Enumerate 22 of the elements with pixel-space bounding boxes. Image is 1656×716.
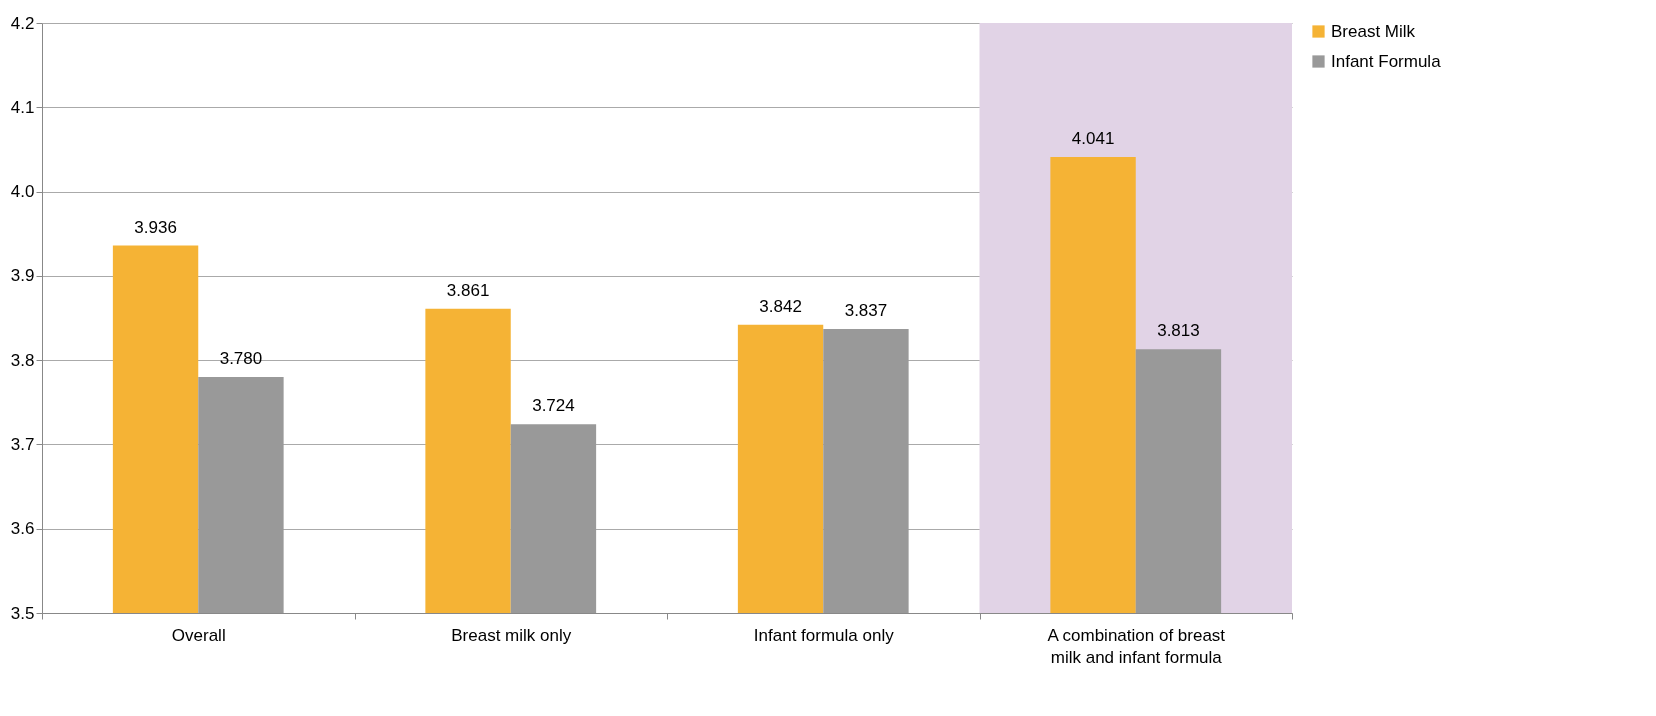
legend-label: Infant Formula [1331,51,1442,71]
y-tick-label: 3.6 [10,519,35,539]
data-label: 3.842 [759,296,802,316]
y-tick-label: 4.0 [10,182,35,202]
data-label: 4.041 [1071,129,1115,149]
y-tick-label: 3.9 [10,266,35,286]
x-tick-label: A combination of breast milk and infant formula [1047,625,1226,667]
data-label: 3.813 [1157,321,1200,341]
y-tick-label: 3.7 [10,434,35,454]
x-tick-label: Infant formula only [753,625,895,645]
x-tick-label: Overall [171,625,226,645]
x-tick-label: Breast milk only [451,625,572,645]
data-label: 3.780 [219,349,263,368]
data-label: 3.724 [532,396,575,416]
data-label: 3.837 [844,300,888,320]
data-label: 3.861 [446,280,490,300]
legend-label: Breast Milk [1331,21,1416,41]
y-tick-label: 4.1 [10,97,35,117]
y-tick-label: 3.8 [10,350,35,370]
y-tick-label: 4.2 [10,13,35,33]
data-label: 3.936 [134,217,177,237]
y-tick-label: 3.5 [10,603,35,623]
